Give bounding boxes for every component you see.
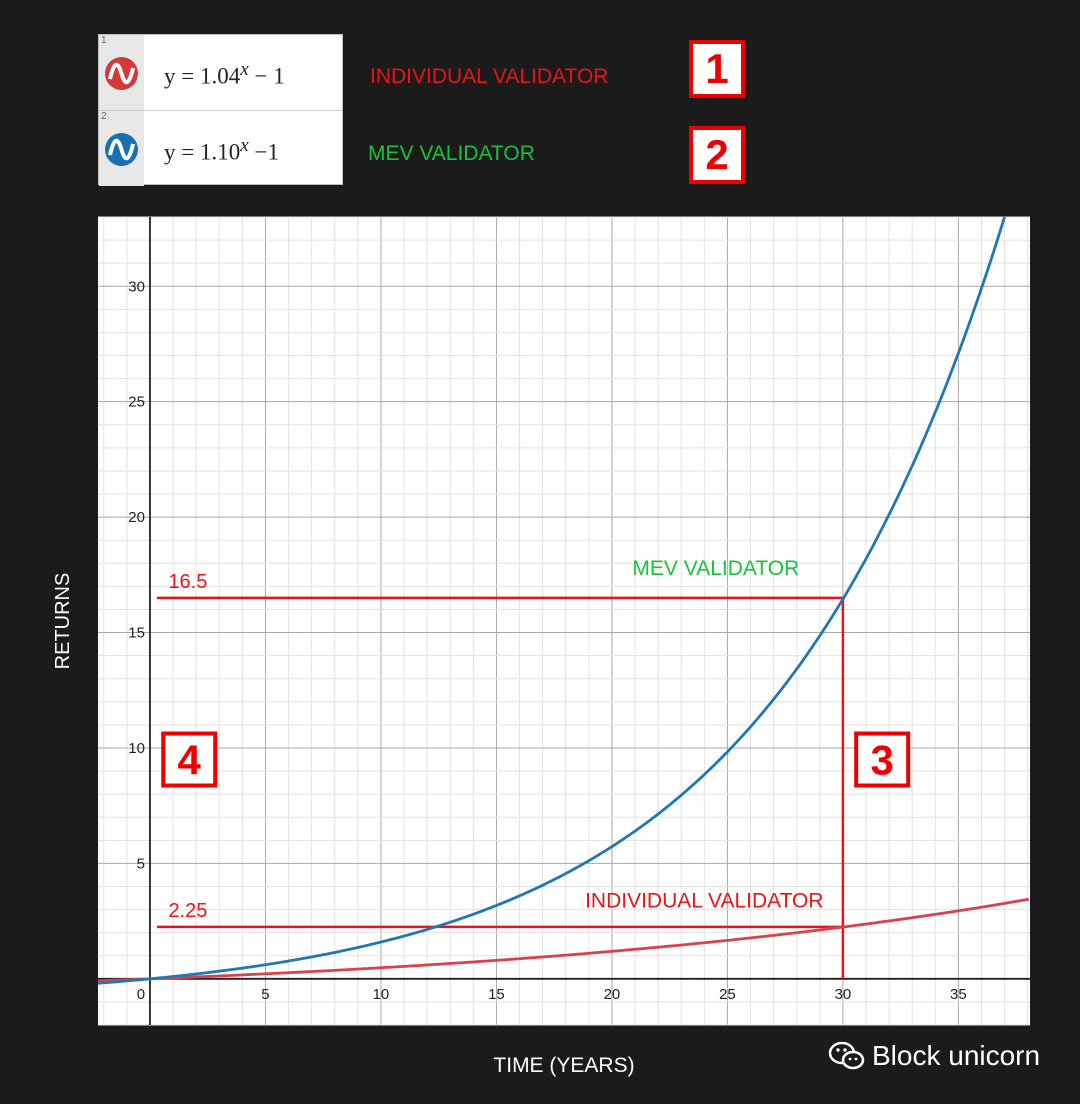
y-tick-label: 15 [128, 625, 145, 642]
x-tick-label: 20 [604, 986, 621, 1003]
expression-2[interactable]: y = 1.10x −1 [164, 135, 279, 165]
y-tick-label: 25 [128, 394, 145, 411]
x-tick-label: 35 [950, 986, 967, 1003]
y-tick-label: 30 [128, 278, 145, 295]
wechat-icon [828, 1041, 865, 1070]
curve-label: MEV VALIDATOR [632, 557, 799, 580]
series-line-2 [98, 217, 1006, 985]
expression-row-1[interactable]: 1 y = 1.04x − 1 [99, 35, 342, 110]
expression-1[interactable]: y = 1.04x − 1 [164, 59, 285, 89]
mev-validator-label: MEV VALIDATOR [368, 142, 535, 165]
x-tick-label: 15 [488, 986, 505, 1003]
curve-icon[interactable] [105, 133, 138, 166]
x-tick-label: 0 [137, 986, 145, 1003]
x-tick-label: 10 [373, 986, 390, 1003]
plot-area [98, 217, 1030, 1025]
x-tick-label: 25 [719, 986, 736, 1003]
expression-index: 1 [101, 35, 107, 46]
curve-label: INDIVIDUAL VALIDATOR [585, 889, 823, 912]
marker-2: 2 [689, 126, 745, 184]
expression-gutter: 1 [99, 35, 144, 110]
expression-list: 1 y = 1.04x − 1 2 y = 1.10x −1 [98, 34, 343, 186]
annotation-value: 16.5 [168, 571, 207, 593]
marker-box [854, 731, 911, 788]
y-tick-label: 5 [137, 855, 145, 872]
expression-row-2[interactable]: 2 y = 1.10x −1 [99, 110, 342, 186]
expression-gutter: 2 [99, 111, 144, 186]
x-axis-label: TIME (YEARS) [493, 1054, 634, 1077]
curve-icon[interactable] [105, 57, 138, 90]
watermark: Block unicorn [828, 1040, 1040, 1072]
expression-index: 2 [101, 111, 107, 122]
marker-box [161, 731, 218, 788]
y-tick-label: 20 [128, 509, 145, 526]
x-tick-label: 30 [835, 986, 852, 1003]
y-axis-label: RETURNS [52, 573, 74, 670]
series-line-1 [98, 897, 1030, 983]
marker-4: 4 [178, 737, 202, 784]
annotation-value: 2.25 [168, 900, 207, 922]
marker-3: 3 [870, 737, 893, 784]
x-tick-label: 5 [261, 986, 269, 1003]
individual-validator-label: INDIVIDUAL VALIDATOR [370, 65, 609, 88]
marker-1: 1 [689, 40, 745, 98]
watermark-text: Block unicorn [872, 1040, 1041, 1071]
y-tick-label: 10 [128, 740, 145, 757]
